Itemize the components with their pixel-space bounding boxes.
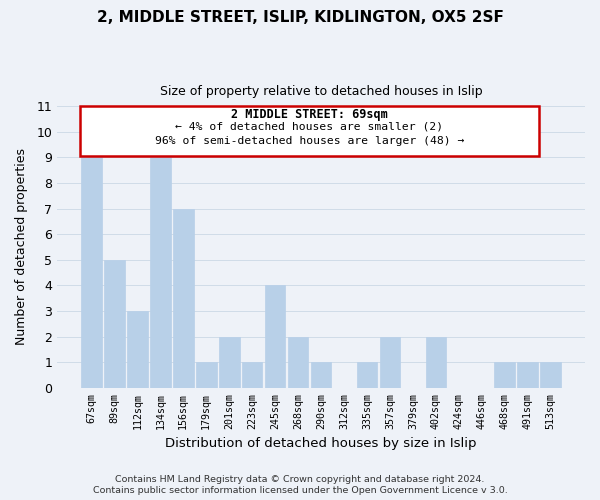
Text: Contains public sector information licensed under the Open Government Licence v : Contains public sector information licen… bbox=[92, 486, 508, 495]
Bar bbox=[541, 362, 561, 388]
Bar bbox=[311, 362, 331, 388]
Bar bbox=[517, 362, 538, 388]
X-axis label: Distribution of detached houses by size in Islip: Distribution of detached houses by size … bbox=[165, 437, 477, 450]
Bar bbox=[173, 208, 194, 388]
Bar bbox=[242, 362, 262, 388]
Bar bbox=[265, 286, 286, 388]
Bar bbox=[150, 158, 170, 388]
Bar bbox=[288, 336, 308, 388]
Y-axis label: Number of detached properties: Number of detached properties bbox=[15, 148, 28, 346]
Text: 2, MIDDLE STREET, ISLIP, KIDLINGTON, OX5 2SF: 2, MIDDLE STREET, ISLIP, KIDLINGTON, OX5… bbox=[97, 10, 503, 25]
Bar bbox=[494, 362, 515, 388]
FancyBboxPatch shape bbox=[80, 106, 539, 156]
Text: Contains HM Land Registry data © Crown copyright and database right 2024.: Contains HM Land Registry data © Crown c… bbox=[115, 475, 485, 484]
Bar bbox=[127, 311, 148, 388]
Bar bbox=[196, 362, 217, 388]
Bar bbox=[219, 336, 239, 388]
Text: 96% of semi-detached houses are larger (48) →: 96% of semi-detached houses are larger (… bbox=[155, 136, 464, 146]
Bar bbox=[104, 260, 125, 388]
Bar bbox=[81, 158, 102, 388]
Bar bbox=[356, 362, 377, 388]
Title: Size of property relative to detached houses in Islip: Size of property relative to detached ho… bbox=[160, 85, 482, 98]
Text: ← 4% of detached houses are smaller (2): ← 4% of detached houses are smaller (2) bbox=[175, 122, 443, 132]
Bar bbox=[425, 336, 446, 388]
Bar bbox=[380, 336, 400, 388]
Text: 2 MIDDLE STREET: 69sqm: 2 MIDDLE STREET: 69sqm bbox=[231, 108, 388, 121]
